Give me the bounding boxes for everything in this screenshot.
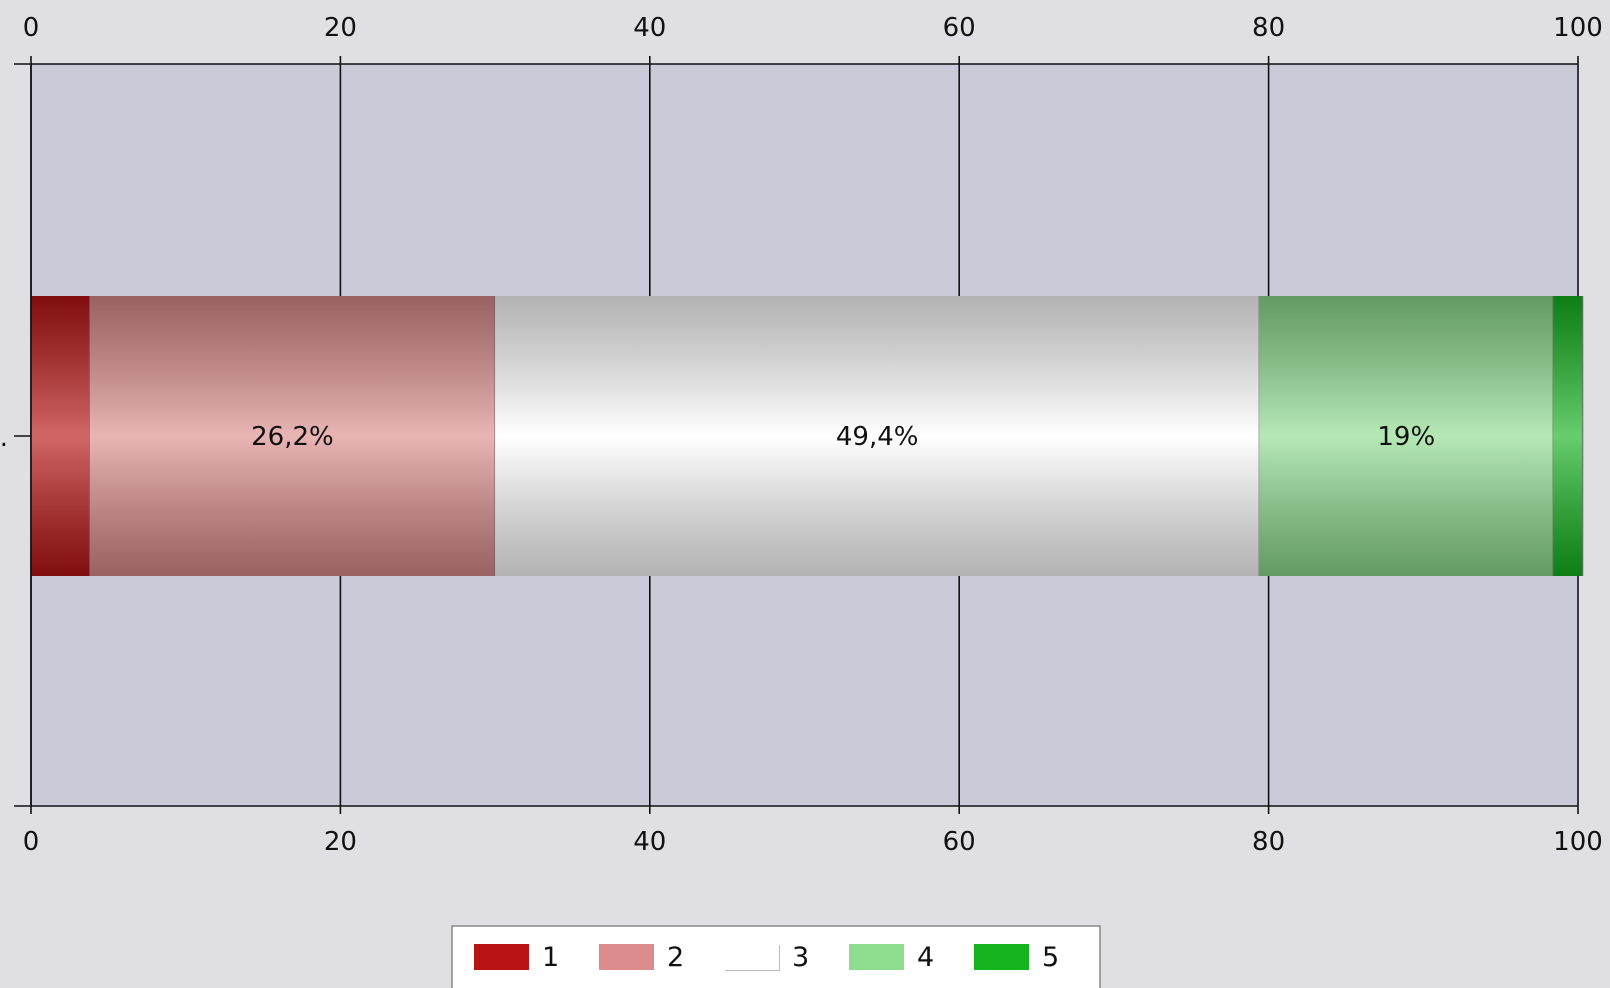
legend-label-3: 3 — [792, 942, 809, 973]
top-tick-label-0: 0 — [23, 13, 40, 43]
bar-segment-shade-2 — [89, 296, 496, 576]
segment-label-4: 19% — [1377, 422, 1435, 452]
bottom-tick-label-0: 0 — [23, 827, 40, 857]
legend-swatch-4 — [849, 944, 904, 970]
top-axis-ticks: 0 20 40 60 80 100 — [23, 13, 1603, 64]
category-label: ... — [0, 423, 8, 453]
bottom-tick-label-4: 80 — [1252, 827, 1285, 857]
segment-labels: 26,2% 49,4% 19% — [251, 422, 1435, 452]
top-tick-label-3: 60 — [943, 13, 976, 43]
category-axis: ... — [0, 423, 8, 453]
legend-swatch-5 — [974, 944, 1029, 970]
legend-swatch-1 — [474, 944, 529, 970]
bottom-tick-label-1: 20 — [324, 827, 357, 857]
segment-label-3: 49,4% — [836, 422, 919, 452]
bottom-axis-ticks: 0 20 40 60 80 100 — [23, 806, 1603, 857]
bar-segments — [31, 296, 1584, 576]
legend-label-5: 5 — [1042, 942, 1059, 973]
bar-segment-shade-1 — [31, 296, 90, 576]
bottom-tick-label-5: 100 — [1553, 827, 1603, 857]
legend-label-4: 4 — [917, 942, 934, 973]
legend-label-2: 2 — [667, 942, 684, 973]
legend: 1 2 3 4 5 — [451, 925, 1101, 988]
legend-label-1: 1 — [542, 942, 559, 973]
axes — [14, 63, 1578, 807]
top-tick-label-1: 20 — [324, 13, 357, 43]
legend-swatch-3 — [724, 944, 779, 970]
bar-segment-shade-4 — [1259, 296, 1554, 576]
bottom-tick-label-2: 40 — [633, 827, 666, 857]
bottom-tick-label-3: 60 — [943, 827, 976, 857]
top-tick-label-4: 80 — [1252, 13, 1285, 43]
legend-swatch-2 — [599, 944, 654, 970]
bar-segment-shade-5 — [1553, 296, 1583, 576]
segment-label-2: 26,2% — [251, 422, 334, 452]
top-tick-label-5: 100 — [1553, 13, 1603, 43]
top-tick-label-2: 40 — [633, 13, 666, 43]
bar-segment-shade-3 — [495, 296, 1260, 576]
